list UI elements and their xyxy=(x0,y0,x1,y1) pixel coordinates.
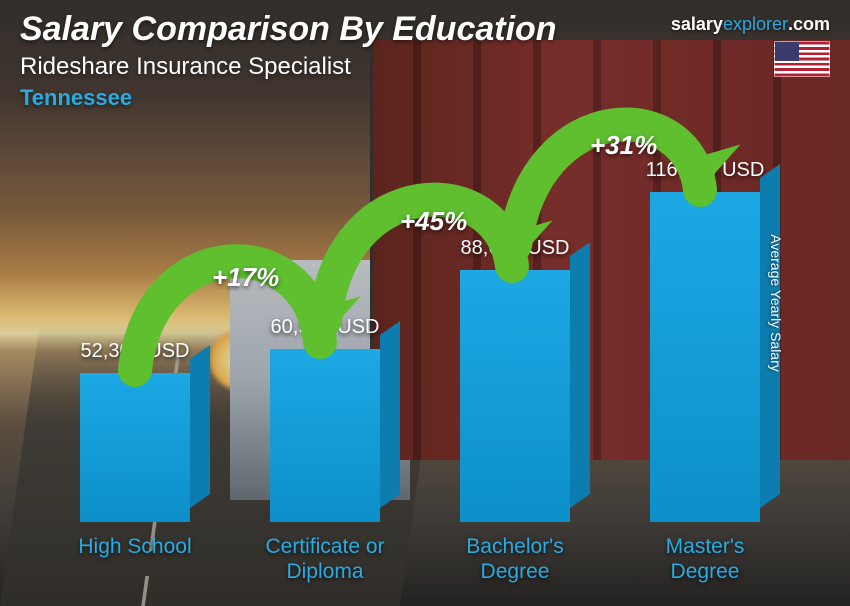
bar xyxy=(460,270,570,522)
brand: salaryexplorer.com xyxy=(671,14,830,77)
brand-accent: explorer xyxy=(723,14,788,34)
increase-percent-label: +17% xyxy=(212,262,279,293)
increase-percent-label: +45% xyxy=(400,206,467,237)
flag-icon xyxy=(774,41,830,77)
bar-group: 88,600 USD Bachelor'sDegree xyxy=(430,237,600,584)
chart-region: Tennessee xyxy=(20,85,830,111)
increase-percent-label: +31% xyxy=(590,130,657,161)
brand-suffix: .com xyxy=(788,14,830,34)
bar-group: 116,000 USD Master'sDegree xyxy=(620,159,790,584)
bar-value-label: 88,600 USD xyxy=(461,237,570,260)
bar xyxy=(80,373,190,522)
y-axis-label: Average Yearly Salary xyxy=(767,234,783,372)
bar-value-label: 116,000 USD xyxy=(646,159,765,182)
bar-value-label: 52,300 USD xyxy=(81,340,190,363)
bar-group: 52,300 USD High School xyxy=(50,340,220,584)
bar xyxy=(270,349,380,522)
brand-name: salaryexplorer.com xyxy=(671,14,830,35)
bar-category-label: Bachelor'sDegree xyxy=(466,534,563,584)
bar-chart: 52,300 USD High School 60,900 USD Certifica… xyxy=(40,114,800,584)
bar-value-label: 60,900 USD xyxy=(271,316,380,339)
bar xyxy=(650,192,760,522)
bar-category-label: Master'sDegree xyxy=(666,534,745,584)
bar-category-label: Certificate orDiploma xyxy=(265,534,384,584)
bar-category-label: High School xyxy=(78,534,191,584)
bar-group: 60,900 USD Certificate orDiploma xyxy=(240,316,410,584)
brand-prefix: salary xyxy=(671,14,723,34)
